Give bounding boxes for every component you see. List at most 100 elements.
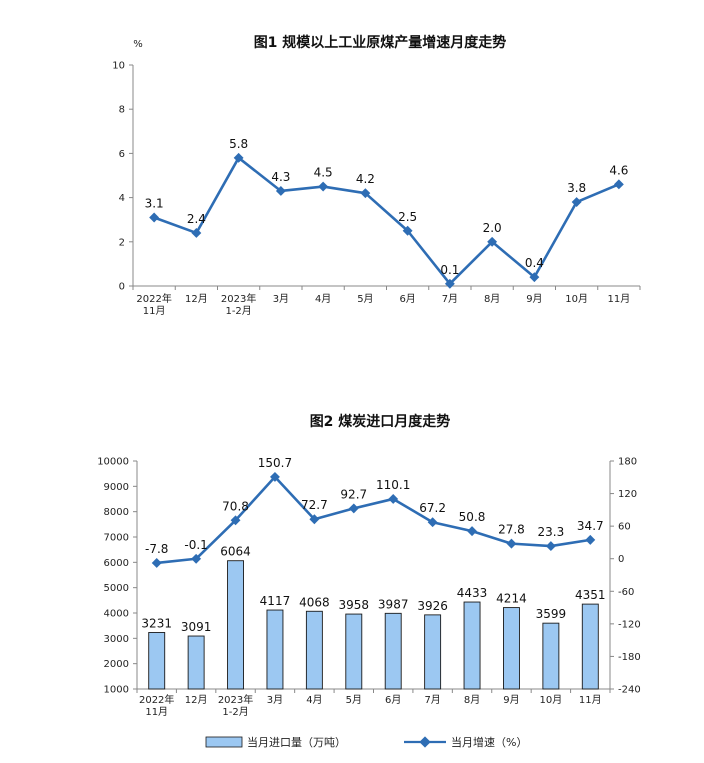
chart1-y-tick-label: 2	[119, 237, 125, 248]
chart1-data-label: 4.2	[356, 172, 375, 186]
chart2-growth-point	[467, 526, 477, 537]
chart2-left-tick-label: 4000	[104, 609, 129, 620]
chart2-bar-label: 3987	[378, 597, 409, 611]
chart1-coal-output-growth: 图1 规模以上工业原煤产量增速月度走势 % 02468102022年11月12月…	[112, 34, 641, 317]
chart2-left-tick-label: 8000	[104, 507, 129, 518]
chart1-data-label: 3.8	[567, 181, 586, 195]
chart2-left-tick-label: 7000	[104, 533, 129, 544]
chart1-data-label: 3.1	[145, 196, 164, 210]
chart1-data-label: 0.1	[440, 263, 459, 277]
chart2-right-tick-label: -60	[618, 587, 634, 598]
chart1-x-tick-label: 5月	[357, 293, 373, 305]
chart1-x-tick-label: 12月	[185, 293, 208, 305]
chart1-x-tick-label: 9月	[526, 293, 542, 305]
chart1-x-tick-label: 2022年	[136, 292, 171, 305]
chart1-x-tick-label: 11月	[143, 305, 166, 317]
chart1-x-tick-label: 2023年	[221, 292, 256, 305]
chart1-x-tick-label: 3月	[273, 293, 289, 305]
chart1-x-tick-label: 1-2月	[225, 305, 251, 317]
chart2-bar	[187, 635, 205, 690]
chart2-x-tick-label: 3月	[267, 694, 283, 706]
chart2-bar-label: 4351	[575, 588, 606, 602]
chart1-y-tick-label: 4	[119, 193, 125, 204]
chart2-bar-label: 3926	[417, 599, 448, 613]
chart1-point	[191, 228, 202, 238]
chart1-data-label: 5.8	[229, 137, 248, 151]
chart1-data-label: 4.3	[271, 170, 290, 184]
chart2-x-tick-label: 1-2月	[222, 706, 248, 718]
chart2-x-tick-label: 10月	[540, 694, 563, 706]
chart2-x-tick-label: 11月	[145, 706, 168, 718]
chart1-data-label: 0.4	[525, 256, 544, 270]
chart1-point	[444, 278, 455, 289]
chart2-x-tick-label: 9月	[503, 694, 519, 706]
chart1-x-tick-label: 8月	[484, 293, 500, 305]
chart1-point	[571, 197, 582, 207]
chart2-x-tick-label: 6月	[385, 694, 401, 706]
chart2-bar-label: 4117	[260, 594, 291, 608]
chart2-bar-label: 3091	[181, 620, 212, 634]
chart2-growth-label: 34.7	[577, 519, 604, 533]
chart1-y-tick-label: 6	[119, 149, 125, 160]
chart2-right-tick-label: 180	[618, 457, 637, 468]
chart2-x-tick-label: 8月	[464, 694, 480, 706]
chart1-data-label: 2.4	[187, 212, 206, 226]
chart2-growth-label: 27.8	[498, 523, 525, 537]
chart1-y-unit: %	[133, 39, 143, 50]
chart2-coal-imports: 图2 煤炭进口月度走势 1000 2000 3000 4000 5000 6000 7000…	[97, 413, 641, 749]
chart2-bar	[148, 632, 166, 690]
chart1-x-tick-label: 4月	[315, 293, 331, 305]
chart2-x-tick-label: 12月	[185, 694, 208, 706]
chart2-title: 图2 煤炭进口月度走势	[310, 413, 451, 430]
chart1-point	[487, 236, 498, 247]
chart1-x-tick-label: 11月	[608, 293, 631, 305]
chart1-point	[149, 212, 160, 223]
chart2-bar-label: 3231	[141, 616, 172, 630]
chart2-growth-point	[585, 534, 596, 545]
chart2-growth-label: 150.7	[258, 456, 292, 470]
chart1-point	[318, 181, 329, 192]
chart2-bar	[542, 622, 560, 690]
chart2-right-tick-label: 120	[618, 489, 637, 500]
chart1-point	[275, 186, 286, 196]
chart2-right-tick-label: -180	[618, 652, 641, 663]
chart2-bar-label: 4433	[457, 586, 488, 600]
legend-line-label: 当月增速（%）	[451, 735, 527, 749]
chart2-growth-label: 72.7	[301, 498, 328, 512]
chart2-growth-point	[270, 471, 280, 482]
chart1-data-label: 2.0	[483, 221, 502, 235]
chart1-x-tick-label: 6月	[399, 293, 415, 305]
chart2-bar	[266, 609, 284, 690]
chart1-point	[529, 272, 540, 283]
chart2-left-tick-label: 1000	[104, 685, 129, 696]
chart1-data-label: 4.6	[609, 163, 628, 177]
chart2-growth-label: 70.8	[222, 499, 249, 513]
chart1-data-label: 2.5	[398, 210, 417, 224]
chart2-bar-label: 3958	[339, 598, 370, 612]
chart2-growth-label: 23.3	[538, 525, 565, 539]
chart2-left-tick-label: 10000	[97, 457, 129, 468]
chart1-data-label: 4.5	[314, 166, 333, 180]
chart2-bar-label: 4068	[299, 595, 330, 609]
chart2-bar	[384, 612, 402, 690]
chart1-point	[613, 179, 624, 190]
chart2-bar	[305, 610, 323, 690]
chart2-growth-label: 67.2	[419, 501, 446, 515]
legend-bar-label: 当月进口量（万吨）	[247, 735, 346, 749]
chart2-growth-point	[230, 515, 241, 526]
chart1-x-tick-label: 7月	[442, 293, 458, 305]
chart2-bar	[227, 560, 244, 690]
chart2-x-tick-label: 4月	[306, 694, 322, 706]
chart2-x-tick-label: 5月	[346, 694, 362, 706]
chart2-right-tick-label: 60	[618, 522, 631, 533]
chart2-x-tick-label: 2023年	[218, 693, 253, 706]
chart2-right-tick-label: -120	[618, 619, 641, 630]
chart2-left-tick-label: 5000	[104, 583, 129, 594]
chart2-growth-label: -0.1	[184, 538, 207, 552]
chart2-x-tick-label: 2022年	[139, 693, 174, 706]
chart2-bar	[581, 603, 599, 690]
chart2-x-tick-label: 11月	[579, 694, 602, 706]
chart2-bar	[463, 601, 481, 690]
legend-line-marker	[419, 736, 431, 748]
